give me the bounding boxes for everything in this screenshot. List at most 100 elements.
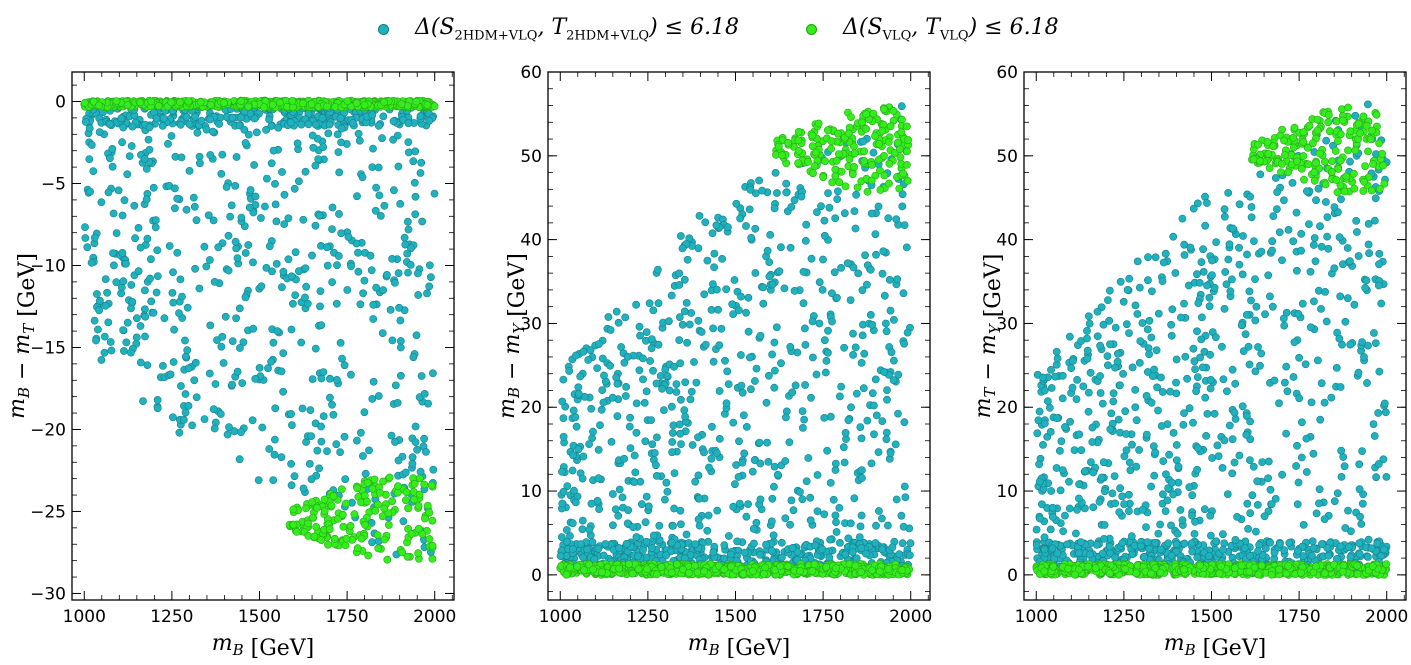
point-teal [1228, 224, 1237, 233]
point-teal [145, 145, 154, 154]
point-teal [204, 211, 213, 220]
point-teal [710, 263, 718, 272]
point-teal [668, 438, 677, 446]
point-teal [1377, 299, 1386, 308]
point-teal [1045, 403, 1054, 412]
point-teal [416, 112, 425, 120]
point-green [845, 155, 854, 163]
point-teal [734, 306, 743, 315]
point-teal [1364, 219, 1373, 228]
point-green [889, 107, 898, 115]
point-teal [149, 183, 158, 192]
point-teal [790, 286, 799, 295]
point-teal [368, 538, 376, 547]
point-teal [751, 377, 759, 385]
point-teal [871, 375, 880, 384]
point-teal [1056, 446, 1064, 455]
point-teal [127, 304, 135, 313]
point-teal [149, 308, 158, 317]
point-teal [1266, 292, 1274, 301]
point-teal [134, 267, 143, 276]
point-teal [1318, 540, 1326, 548]
point-teal [750, 539, 758, 548]
point-teal [170, 204, 179, 213]
point-teal [1213, 441, 1222, 450]
point-teal [729, 418, 738, 427]
point-teal [143, 234, 152, 243]
point-teal [900, 418, 909, 427]
point-teal [742, 308, 750, 317]
point-teal [181, 408, 190, 417]
point-teal [332, 299, 341, 308]
point-teal [315, 464, 323, 473]
point-teal [1083, 354, 1092, 363]
point-teal [1321, 287, 1329, 296]
point-teal [612, 373, 621, 382]
point-teal [839, 443, 848, 452]
point-teal [1111, 499, 1119, 508]
point-teal [824, 189, 832, 197]
point-teal [141, 332, 149, 341]
point-teal [1316, 415, 1325, 424]
point-green [827, 144, 835, 153]
point-teal [720, 541, 729, 549]
point-teal [569, 545, 577, 553]
point-teal [846, 296, 855, 304]
point-teal [1156, 520, 1164, 529]
point-teal [1051, 372, 1060, 381]
point-teal [768, 280, 777, 289]
point-green [903, 176, 912, 185]
point-teal [1365, 249, 1373, 258]
point-teal [898, 190, 907, 199]
point-teal [1052, 347, 1061, 356]
point-teal [759, 283, 768, 292]
point-teal [1046, 427, 1055, 436]
point-green [136, 98, 145, 107]
point-teal [836, 539, 844, 547]
point-teal [1165, 450, 1173, 459]
point-teal [267, 159, 276, 168]
point-teal [337, 124, 346, 133]
point-teal [182, 113, 191, 121]
point-green [414, 549, 422, 558]
point-teal [301, 293, 309, 302]
point-teal [1069, 356, 1077, 365]
point-teal [763, 246, 772, 255]
point-teal [672, 380, 681, 388]
point-green [81, 99, 89, 107]
point-green [862, 124, 870, 133]
point-teal [1278, 470, 1286, 479]
point-teal [902, 243, 911, 252]
point-teal [840, 458, 849, 467]
point-teal [1208, 454, 1216, 462]
point-teal [188, 421, 196, 430]
point-teal [334, 252, 343, 260]
point-green [880, 171, 889, 180]
point-teal [1293, 441, 1301, 450]
point-teal [1193, 270, 1201, 279]
point-teal [286, 118, 295, 127]
point-teal [413, 445, 421, 454]
point-teal [1073, 375, 1081, 384]
point-teal [324, 129, 333, 138]
point-teal [101, 275, 110, 283]
point-teal [1211, 333, 1220, 342]
point-teal [1231, 379, 1240, 388]
point-teal [195, 159, 204, 168]
point-green [903, 147, 911, 156]
point-teal [771, 366, 779, 375]
point-teal [1106, 286, 1114, 295]
point-teal [226, 212, 234, 221]
point-teal [340, 361, 349, 370]
point-teal [786, 520, 794, 529]
point-teal [109, 209, 118, 218]
point-teal [641, 437, 650, 446]
point-teal [703, 526, 712, 535]
point-teal [630, 478, 639, 486]
point-teal [558, 467, 566, 476]
point-green [337, 485, 346, 494]
point-teal [594, 544, 603, 553]
point-teal [1279, 314, 1288, 323]
point-teal [388, 336, 397, 345]
point-teal [894, 409, 902, 418]
